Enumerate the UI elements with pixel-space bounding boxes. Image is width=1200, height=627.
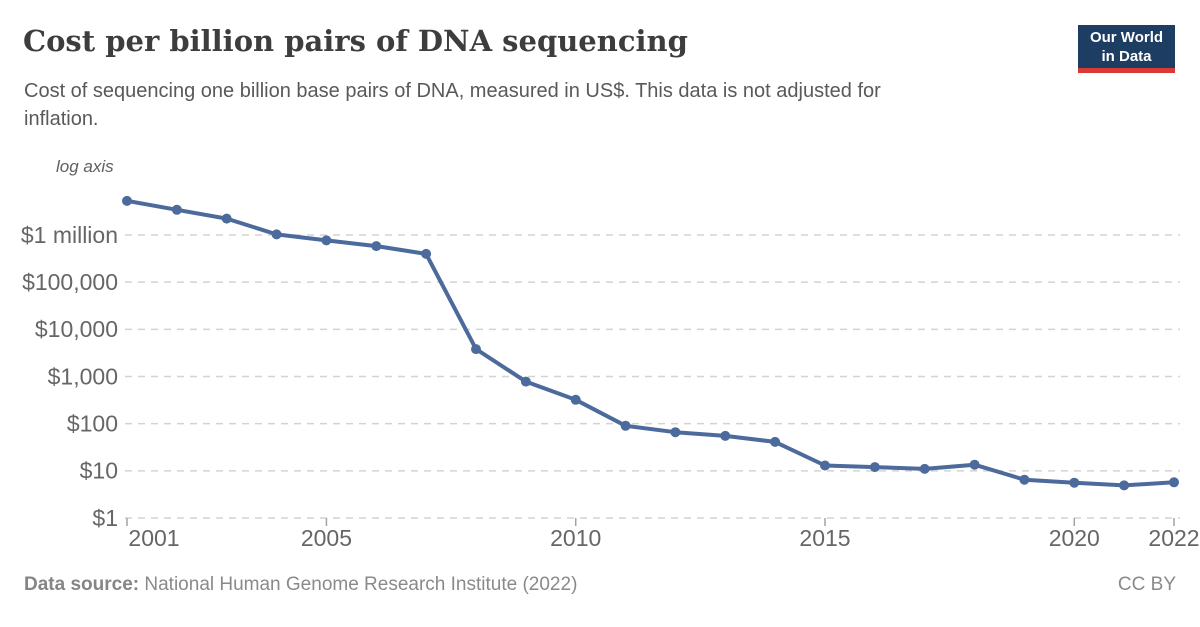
- data-point[interactable]: [570, 394, 581, 405]
- data-point[interactable]: [171, 204, 182, 215]
- license-link[interactable]: CC BY: [1117, 574, 1176, 595]
- y-axis-tick-label: $1 million: [21, 222, 118, 248]
- owid-logo-box: Our World in Data: [1078, 25, 1175, 68]
- data-source-text: National Human Genome Research Institute…: [144, 574, 578, 595]
- data-point[interactable]: [620, 420, 631, 431]
- chart-footer: Data source: National Human Genome Resea…: [24, 574, 1176, 596]
- y-axis-tick-label: $10: [80, 458, 118, 484]
- data-point[interactable]: [122, 195, 132, 206]
- x-axis-tick-label: 2020: [1049, 525, 1100, 551]
- y-axis-tick-label: $100,000: [22, 269, 118, 295]
- data-source-label: Data source:: [24, 574, 140, 595]
- y-axis-tick-label: $1: [92, 505, 118, 531]
- data-point[interactable]: [770, 436, 781, 447]
- data-point[interactable]: [1069, 477, 1080, 488]
- chart-subtitle: Cost of sequencing one billion base pair…: [24, 77, 1084, 133]
- owid-logo-underline: [1078, 68, 1175, 73]
- data-source: Data source: National Human Genome Resea…: [24, 574, 577, 596]
- data-point[interactable]: [869, 462, 880, 473]
- trend-line: [125, 198, 1176, 488]
- data-point[interactable]: [670, 427, 681, 438]
- data-point[interactable]: [520, 376, 531, 387]
- x-axis-tick-label: 2010: [550, 525, 601, 551]
- data-point[interactable]: [1169, 477, 1179, 488]
- data-point[interactable]: [471, 344, 481, 355]
- data-point[interactable]: [221, 213, 232, 224]
- owid-logo-line2: in Data: [1101, 48, 1152, 65]
- data-point[interactable]: [720, 430, 731, 441]
- x-axis-tick-label: 2022: [1148, 525, 1199, 551]
- data-point[interactable]: [321, 235, 332, 246]
- log-axis-note: log axis: [56, 157, 114, 176]
- data-point[interactable]: [820, 460, 830, 471]
- chart-subtitle-line1: Cost of sequencing one billion base pair…: [24, 80, 881, 102]
- data-point[interactable]: [1019, 474, 1030, 485]
- x-axis-tick-label: 2001: [128, 525, 179, 551]
- chart-subtitle-line2: inflation.: [24, 108, 99, 130]
- data-point[interactable]: [371, 241, 382, 252]
- data-point[interactable]: [1119, 480, 1130, 491]
- y-axis-tick-label: $10,000: [35, 316, 118, 342]
- owid-logo[interactable]: Our World in Data: [1078, 25, 1175, 73]
- x-axis-tick-label: 2005: [301, 525, 352, 551]
- data-point[interactable]: [271, 229, 282, 240]
- data-point[interactable]: [969, 459, 980, 470]
- y-axis-tick-label: $1,000: [48, 363, 118, 389]
- owid-logo-line1: Our World: [1089, 29, 1164, 46]
- x-axis-tick-label: 2015: [799, 525, 850, 551]
- chart-title: Cost per billion pairs of DNA sequencing: [23, 24, 688, 58]
- data-point[interactable]: [919, 463, 930, 474]
- y-axis-tick-label: $100: [67, 410, 118, 436]
- data-point[interactable]: [421, 248, 432, 259]
